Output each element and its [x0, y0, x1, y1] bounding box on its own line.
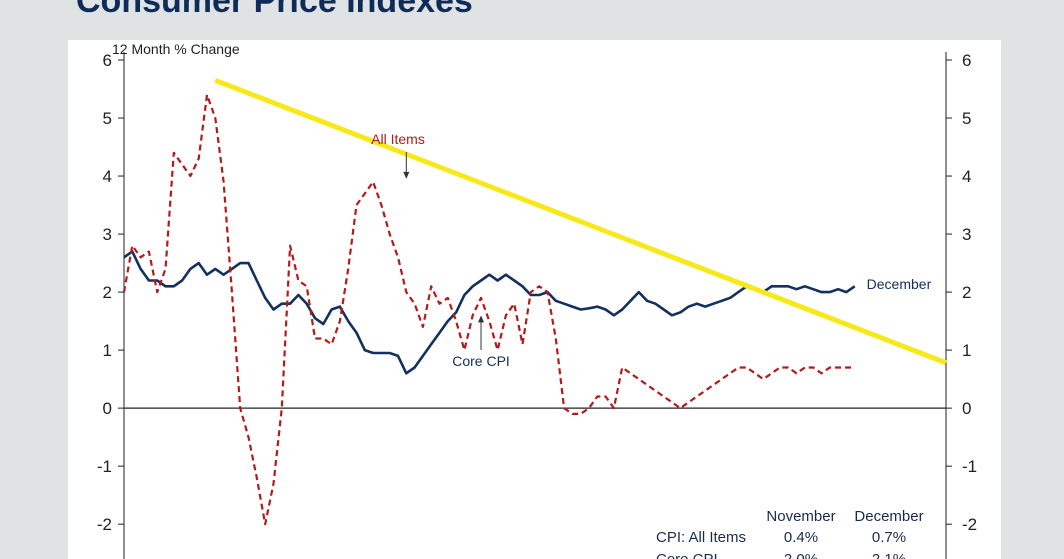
table-cell: 2.0%: [784, 551, 818, 559]
chart-panel: 6 6 5 5 4 4 3 3 2 2 1 1 0 0 -1 -1 -2 -2 12 Month % Change …: [68, 40, 1001, 559]
y-tick-label-left: 5: [103, 109, 112, 128]
values-table: November December CPI: All Items 0.4% 0.7% Co…: [656, 508, 924, 559]
y-tick-label-right: 4: [962, 167, 971, 186]
table-cell: 2.1%: [872, 551, 906, 559]
trend-layer: [214, 77, 947, 366]
table-cell: 0.7%: [872, 529, 906, 546]
y-tick-label-left: 3: [103, 225, 112, 244]
all-items-series-line: [122, 93, 855, 526]
y-tick-label-right: 6: [962, 51, 971, 70]
y-tick-label-right: 5: [962, 109, 971, 128]
y-tick-label-left: -1: [97, 457, 112, 476]
y-tick-label-right: 1: [962, 341, 971, 360]
axes-group: 6 6 5 5 4 4 3 3 2 2 1 1 0 0 -1 -1 -2 -2 12 Month % Change: [97, 41, 977, 559]
y-tick-label-right: -2: [962, 515, 977, 534]
y-tick-label-left: 1: [103, 341, 112, 360]
table-row-label: CPI: All Items: [656, 529, 746, 546]
table-cell: 0.4%: [784, 529, 818, 546]
y-tick-label-left: -2: [97, 515, 112, 534]
annotation-layer: All Items Core CPI December: [371, 131, 931, 369]
all-items-label: All Items: [371, 131, 425, 147]
cpi-line-chart: 6 65 54 43 32 21 10 0-1 -1-2 -212 Month % Change …: [97, 41, 977, 559]
y-tick-label-left: 6: [103, 51, 112, 70]
y-tick-label-right: 2: [962, 283, 971, 302]
page-title: Consumer Price Indexes: [76, 0, 473, 20]
y-tick-label-left: 0: [103, 399, 112, 418]
y-tick-label-left: 2: [103, 283, 112, 302]
yellow-trend-line: [214, 77, 947, 366]
y-axis-label: 12 Month % Change: [112, 41, 240, 57]
y-tick-label-right: 0: [962, 399, 971, 418]
december-label: December: [867, 276, 932, 292]
y-tick-label-right: 3: [962, 225, 971, 244]
core-cpi-label: Core CPI: [452, 353, 510, 369]
all-items-pointer-arrowhead: [403, 171, 410, 179]
table-header: December: [854, 508, 923, 525]
series-layer: [122, 93, 856, 526]
y-tick-label-right: -1: [962, 457, 977, 476]
core-cpi-pointer-arrowhead: [478, 315, 485, 323]
table-header: November: [766, 508, 835, 525]
table-row-label: Core CPI: [656, 551, 718, 559]
core-cpi-series-line: [123, 250, 856, 375]
y-tick-label-left: 4: [103, 167, 112, 186]
